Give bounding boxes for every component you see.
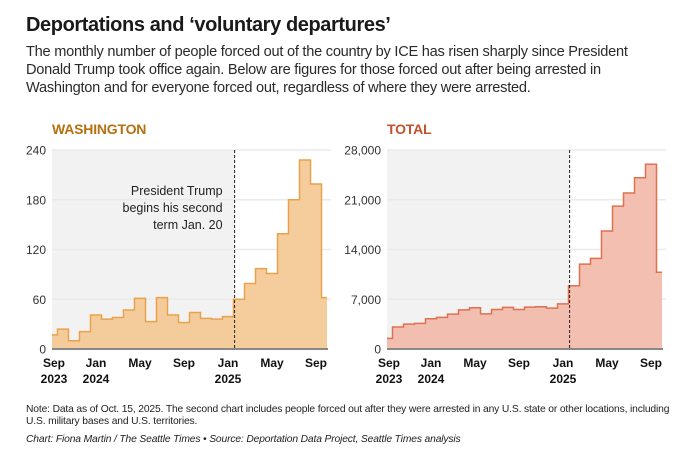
y-tick-label: 0 xyxy=(374,343,381,357)
month-bar xyxy=(415,323,426,349)
annotation-text: President Trump xyxy=(131,184,223,198)
chart-subtitle: The monthly number of people forced out … xyxy=(26,44,628,96)
month-bar xyxy=(113,317,124,349)
month-bar xyxy=(536,307,547,349)
step-line xyxy=(387,163,662,340)
month-bar xyxy=(300,160,311,349)
month-bar xyxy=(646,164,657,349)
month-bar xyxy=(102,319,113,349)
y-tick-label: 180 xyxy=(26,193,46,207)
month-bar xyxy=(558,304,569,349)
y-tick-label: 14,000 xyxy=(344,243,381,257)
month-bar xyxy=(635,178,646,349)
x-tick-year-label: 2025 xyxy=(550,372,577,386)
chart-credit: Chart: Fiona Martin / The Seattle Times … xyxy=(26,434,461,445)
washington-chart-svg: 0 60 120 180 240 President Trump begins his se… xyxy=(26,144,331,386)
month-bar xyxy=(492,310,503,349)
month-bar xyxy=(591,258,602,349)
x-tick-label: Sep xyxy=(378,356,400,370)
y-tick-label: 240 xyxy=(26,144,46,158)
area-fill xyxy=(52,159,327,349)
x-tick-year-label: 2024 xyxy=(83,372,110,386)
month-bar xyxy=(201,318,212,349)
month-bar xyxy=(426,319,437,349)
month-bar xyxy=(146,322,157,349)
month-bar xyxy=(470,308,481,349)
annotation-text: term Jan. 20 xyxy=(153,218,223,232)
x-tick-year-label: 2024 xyxy=(418,372,445,386)
x-tick-label: May xyxy=(595,356,619,370)
month-bar xyxy=(256,269,267,349)
month-bar xyxy=(657,272,663,349)
x-tick-label: Sep xyxy=(305,356,327,370)
month-bar xyxy=(278,234,289,349)
chart-title: Deportations and ‘voluntary departures’ xyxy=(26,14,391,36)
y-tick-label: 28,000 xyxy=(344,144,381,158)
month-bar xyxy=(404,324,415,349)
x-tick-year-label: 2023 xyxy=(376,372,403,386)
month-bar xyxy=(311,184,322,349)
month-bar xyxy=(157,298,168,349)
area-fill xyxy=(387,164,662,349)
month-bar xyxy=(52,335,58,349)
washington-panel-title: WASHINGTON xyxy=(52,121,147,137)
month-bar xyxy=(393,327,404,349)
x-tick-label: Sep xyxy=(508,356,530,370)
x-tick-year-label: 2025 xyxy=(215,372,242,386)
month-bar xyxy=(547,308,558,349)
month-bar xyxy=(223,317,234,349)
month-bar xyxy=(580,264,591,349)
month-bar xyxy=(234,299,245,349)
x-tick-label: Sep xyxy=(640,356,662,370)
month-bar xyxy=(437,317,448,349)
month-bar xyxy=(459,310,470,349)
total-chart-svg: 0 7,000 14,000 21,000 28,000 Sep 2023 Jan 2024 Ma… xyxy=(344,144,666,386)
month-bar xyxy=(190,313,201,349)
x-tick-label: Jan xyxy=(421,356,442,370)
y-tick-label: 120 xyxy=(26,243,46,257)
month-bar xyxy=(168,315,179,349)
month-bar xyxy=(245,283,256,349)
x-tick-label: Jan xyxy=(553,356,574,370)
y-tick-label: 60 xyxy=(33,293,47,307)
x-tick-label: May xyxy=(260,356,284,370)
month-bar xyxy=(481,314,492,349)
x-tick-label: May xyxy=(463,356,487,370)
washington-chart: WASHINGTON 0 60 120 180 240 President Trump be… xyxy=(0,118,331,393)
month-bar xyxy=(91,315,102,349)
x-tick-label: Sep xyxy=(173,356,195,370)
month-bar xyxy=(289,200,300,349)
annotation-text: begins his second xyxy=(123,201,223,215)
month-bar xyxy=(135,298,146,349)
x-tick-label: Jan xyxy=(86,356,107,370)
x-tick-label: May xyxy=(128,356,152,370)
month-bar xyxy=(514,310,525,349)
month-bar xyxy=(613,206,624,349)
y-tick-label: 0 xyxy=(39,343,46,357)
x-tick-year-label: 2023 xyxy=(41,372,68,386)
month-bar xyxy=(80,332,91,349)
month-bar xyxy=(267,274,278,349)
total-panel-title: TOTAL xyxy=(387,121,432,137)
month-bar xyxy=(448,314,459,349)
step-line xyxy=(52,159,327,342)
month-bar xyxy=(624,193,635,349)
month-bar xyxy=(569,286,580,349)
month-bar xyxy=(525,307,536,349)
month-bar xyxy=(69,341,80,349)
x-tick-label: Jan xyxy=(218,356,239,370)
month-bar xyxy=(387,338,393,349)
month-bar xyxy=(179,322,190,349)
chart-note: Note: Data as of Oct. 15, 2025. The seco… xyxy=(26,404,670,427)
x-tick-label: Sep xyxy=(43,356,65,370)
month-bar xyxy=(602,231,613,349)
month-bar xyxy=(124,310,135,349)
month-bar xyxy=(322,298,328,349)
total-chart: TOTAL 0 7,000 14,000 21,000 28,000 Sep 2023 Jan… xyxy=(335,118,666,393)
month-bar xyxy=(212,319,223,349)
month-bar xyxy=(503,307,514,349)
month-bar xyxy=(58,329,69,349)
y-tick-label: 21,000 xyxy=(344,193,381,207)
y-tick-label: 7,000 xyxy=(351,293,381,307)
